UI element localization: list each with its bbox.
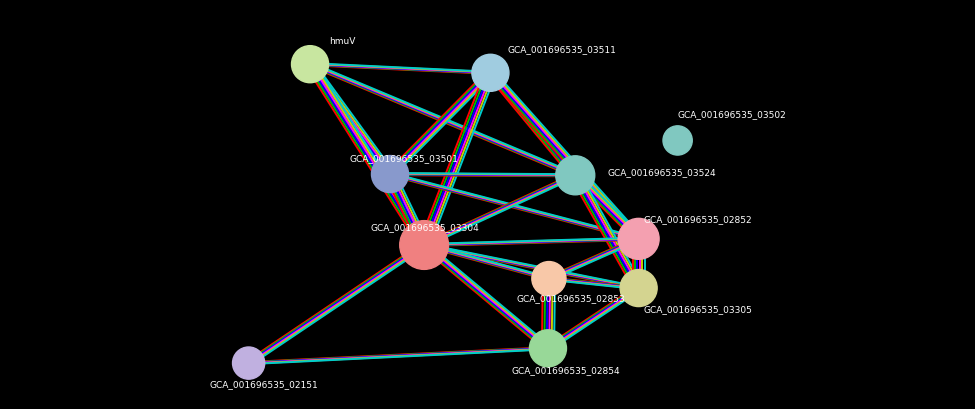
Ellipse shape — [232, 347, 264, 379]
Text: GCA_001696535_03524: GCA_001696535_03524 — [607, 167, 716, 176]
Text: hmuV: hmuV — [330, 36, 356, 45]
Ellipse shape — [532, 262, 566, 296]
Text: GCA_001696535_03305: GCA_001696535_03305 — [644, 304, 753, 313]
Ellipse shape — [472, 55, 509, 92]
Ellipse shape — [620, 270, 657, 307]
Ellipse shape — [371, 156, 409, 193]
Ellipse shape — [400, 221, 449, 270]
Ellipse shape — [663, 126, 692, 156]
Text: GCA_001696535_03502: GCA_001696535_03502 — [678, 110, 787, 119]
Ellipse shape — [556, 156, 595, 196]
Ellipse shape — [292, 47, 329, 83]
Ellipse shape — [529, 330, 566, 367]
Text: GCA_001696535_02854: GCA_001696535_02854 — [512, 366, 620, 375]
Text: GCA_001696535_03511: GCA_001696535_03511 — [507, 45, 616, 54]
Text: GCA_001696535_02151: GCA_001696535_02151 — [210, 379, 319, 388]
Text: GCA_001696535_03304: GCA_001696535_03304 — [370, 222, 480, 231]
Text: GCA_001696535_03501: GCA_001696535_03501 — [349, 153, 458, 162]
Text: GCA_001696535_02852: GCA_001696535_02852 — [644, 214, 752, 223]
Ellipse shape — [618, 219, 659, 260]
Text: GCA_001696535_02853: GCA_001696535_02853 — [517, 293, 626, 302]
